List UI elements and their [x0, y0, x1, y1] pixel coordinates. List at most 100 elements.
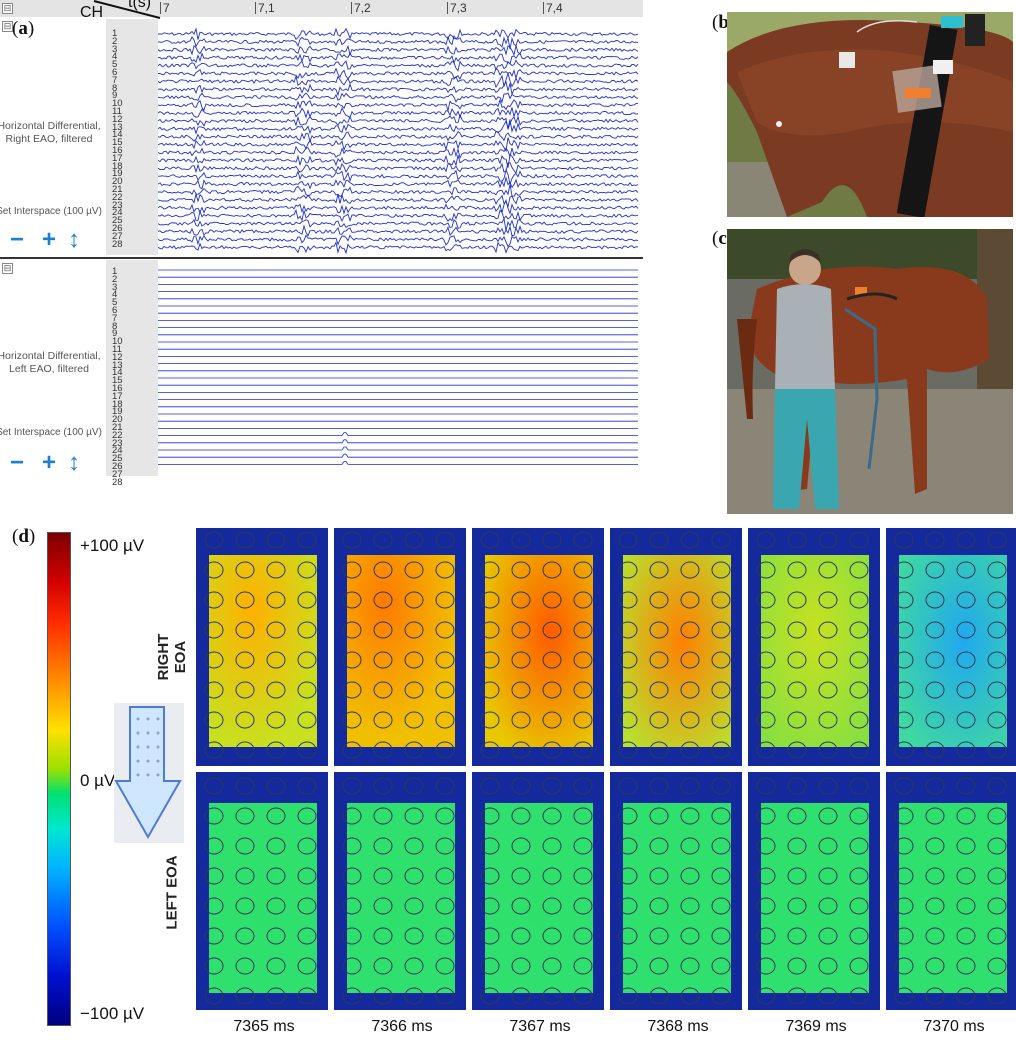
electrode-marker [266, 957, 286, 975]
electrode-marker [849, 927, 869, 945]
electrode-marker [680, 957, 700, 975]
electrode-marker [756, 621, 776, 639]
increase-interspace-button[interactable]: + [42, 449, 57, 476]
collapse-toggle-left-group[interactable]: ⊟ [2, 263, 13, 274]
decrease-interspace-button[interactable]: − [10, 226, 25, 253]
electrode-marker [204, 531, 224, 549]
electrode-marker [787, 561, 807, 579]
electrode-marker [649, 621, 669, 639]
photo-horse-electrodes [727, 12, 1013, 217]
electrode-marker [987, 897, 1007, 915]
electrode-marker [573, 681, 593, 699]
electrode-marker [480, 807, 500, 825]
electrode-marker [787, 777, 807, 795]
emg-trace-channel [158, 184, 639, 197]
electrode-marker [404, 957, 424, 975]
reset-interspace-button[interactable]: ↕ [68, 226, 80, 253]
electrode-marker [297, 711, 317, 729]
electrode-marker [987, 531, 1007, 549]
topomap-left-eoa [748, 772, 880, 1010]
electrode-marker [480, 897, 500, 915]
electrode-marker [925, 897, 945, 915]
electrode-marker [342, 741, 362, 759]
electrode-marker [894, 837, 914, 855]
electrode-marker [618, 531, 638, 549]
electrode-marker [956, 621, 976, 639]
electrode-marker [297, 621, 317, 639]
collapse-toggle-right-group[interactable]: ⊟ [2, 21, 13, 32]
electrode-marker [435, 681, 455, 699]
electrode-marker [342, 867, 362, 885]
electrode-marker [573, 957, 593, 975]
electrode-marker [404, 927, 424, 945]
time-tick: 7,4 [543, 1, 563, 15]
electrode-marker [849, 531, 869, 549]
electrode-marker [711, 741, 731, 759]
emg-trace-channel [158, 208, 639, 223]
electrode-marker [542, 927, 562, 945]
electrode-marker [373, 651, 393, 669]
emg-traces-left [158, 269, 638, 465]
electrode-marker [818, 711, 838, 729]
electrode-marker [818, 531, 838, 549]
electrode-marker [266, 591, 286, 609]
electrode-marker [542, 741, 562, 759]
electrode-marker [297, 867, 317, 885]
electrode-marker [987, 591, 1007, 609]
electrode-marker [756, 711, 776, 729]
emg-trace-channel [158, 107, 639, 119]
electrode-marker [711, 561, 731, 579]
electrode-marker [297, 531, 317, 549]
electrode-marker [342, 807, 362, 825]
electrode-marker [480, 561, 500, 579]
electrode-marker [573, 561, 593, 579]
topomap-left-eoa [196, 772, 328, 1010]
electrode-marker [787, 957, 807, 975]
electrode-marker [756, 531, 776, 549]
electrode-marker [435, 651, 455, 669]
electrode-marker [573, 837, 593, 855]
electrode-marker [342, 837, 362, 855]
electrode-marker [542, 987, 562, 1005]
decrease-interspace-button[interactable]: − [10, 449, 25, 476]
emg-trace-channel [158, 52, 639, 65]
electrode-marker [573, 741, 593, 759]
electrode-marker [956, 561, 976, 579]
electrode-marker [480, 867, 500, 885]
electrode-marker [618, 927, 638, 945]
electrode-marker [297, 741, 317, 759]
electrode-marker [787, 927, 807, 945]
electrode-marker [435, 591, 455, 609]
electrode-marker [956, 741, 976, 759]
electrode-marker [297, 777, 317, 795]
electrode-marker [542, 777, 562, 795]
colorbar-min-label: −100 µV [80, 1004, 145, 1023]
electrode-marker [342, 987, 362, 1005]
electrode-marker [573, 897, 593, 915]
electrode-marker [756, 651, 776, 669]
topomap-right-eoa [748, 528, 880, 766]
electrode-marker [894, 987, 914, 1005]
electrode-marker [618, 807, 638, 825]
electrode-marker [297, 987, 317, 1005]
topomap-left-eoa [472, 772, 604, 1010]
reset-interspace-button[interactable]: ↕ [68, 449, 80, 476]
electrode-marker [373, 681, 393, 699]
electrode-marker [342, 621, 362, 639]
electrode-marker [573, 711, 593, 729]
electrode-marker [511, 957, 531, 975]
increase-interspace-button[interactable]: + [42, 226, 57, 253]
electrode-marker [204, 681, 224, 699]
electrode-marker [787, 591, 807, 609]
electrode-marker [618, 591, 638, 609]
collapse-toggle-header[interactable]: ⊟ [2, 3, 13, 14]
electrode-marker [618, 837, 638, 855]
electrode-marker [204, 591, 224, 609]
electrode-marker [818, 957, 838, 975]
channel-strip-left [106, 260, 158, 476]
electrode-marker [235, 837, 255, 855]
electrode-marker [480, 591, 500, 609]
electrode-marker [849, 987, 869, 1005]
electrode-marker [511, 837, 531, 855]
electrode-marker [235, 681, 255, 699]
